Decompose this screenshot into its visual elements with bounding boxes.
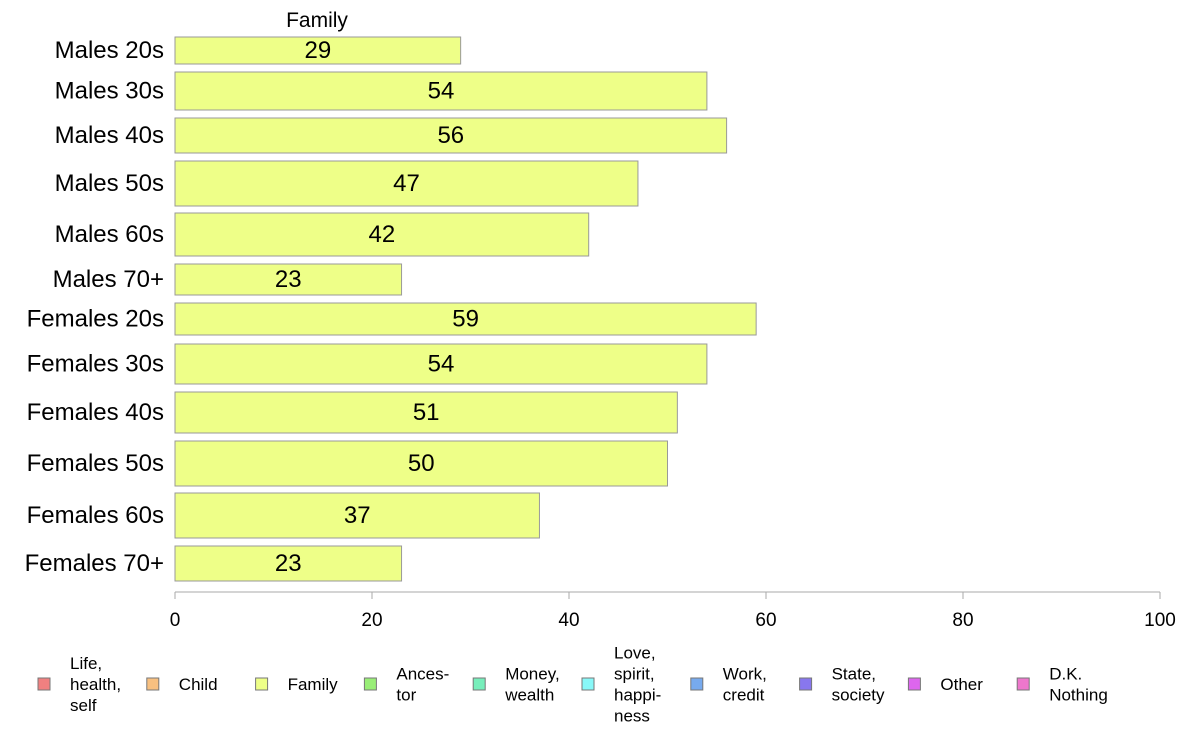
bar [174, 212, 590, 257]
legend-swatch [1016, 677, 1030, 691]
category-label: Males 60s [55, 221, 164, 248]
bar [174, 160, 639, 207]
bar-value-label: 54 [428, 351, 455, 378]
x-tick-label: 20 [361, 610, 382, 631]
bars-layer: Males 20s 29 Males 30s 54 Males 40s 56 Males 5… [25, 36, 757, 582]
x-tick-label: 80 [952, 610, 973, 631]
legend-label: State, society [832, 665, 885, 705]
bar-value-label: 47 [393, 170, 420, 197]
bar-value-label: 29 [304, 37, 331, 64]
legend-swatch [37, 677, 51, 691]
bar [174, 117, 728, 154]
legend-swatch [907, 677, 921, 691]
x-tick-label: 0 [170, 610, 181, 631]
bar [174, 71, 708, 111]
bar-value-label: 23 [275, 266, 302, 293]
legend-swatch [146, 677, 160, 691]
series-title: Family [286, 9, 348, 32]
legend-label: Child [179, 675, 218, 694]
bar-value-label: 50 [408, 450, 435, 477]
bar-value-label: 59 [452, 306, 479, 333]
bar [174, 545, 403, 582]
legend-label: Money, wealth [504, 665, 560, 705]
bar [174, 343, 708, 385]
category-label: Females 70+ [25, 550, 164, 577]
category-label: Females 40s [27, 399, 164, 426]
bar [174, 391, 678, 434]
bar [174, 302, 757, 336]
category-label: Males 40s [55, 122, 164, 149]
legend-swatch [799, 677, 813, 691]
bar [174, 492, 540, 539]
bar [174, 440, 668, 487]
bar [174, 36, 462, 65]
legend-swatch [472, 677, 486, 691]
category-label: Males 20s [55, 37, 164, 64]
category-label: Males 50s [55, 170, 164, 197]
bar-value-label: 56 [437, 122, 464, 149]
category-label: Males 70+ [53, 266, 164, 293]
x-tick-label: 60 [755, 610, 776, 631]
legend-label: Ances-tor [396, 665, 449, 705]
category-label: Females 50s [27, 450, 164, 477]
legend-label: Love, spirit, happi-ness [614, 644, 661, 726]
legend-label: D.K. Nothing [1049, 665, 1108, 705]
category-label: Males 30s [55, 78, 164, 105]
bar-value-label: 54 [428, 78, 455, 105]
bar-value-label: 37 [344, 502, 371, 529]
category-label: Females 20s [27, 306, 164, 333]
bar-value-label: 42 [368, 221, 395, 248]
legend-label: Other [940, 675, 983, 694]
legend-label: Family [288, 675, 339, 694]
bar-value-label: 51 [413, 399, 440, 426]
category-label: Females 30s [27, 351, 164, 378]
legend-swatch [255, 677, 269, 691]
bar [174, 263, 403, 296]
x-tick-label: 40 [558, 610, 579, 631]
legend-label: Life, health, self [70, 654, 121, 715]
x-tick-label: 100 [1144, 610, 1176, 631]
legend: Life, health, self Child Family Ances-tor Mone… [37, 644, 1108, 726]
category-label: Females 60s [27, 502, 164, 529]
bar-value-label: 23 [275, 550, 302, 577]
x-axis: 0 20 40 60 80 100 [170, 591, 1176, 631]
legend-swatch [581, 677, 595, 691]
legend-swatch [690, 677, 704, 691]
legend-swatch [363, 677, 377, 691]
legend-label: Work, credit [723, 665, 767, 705]
